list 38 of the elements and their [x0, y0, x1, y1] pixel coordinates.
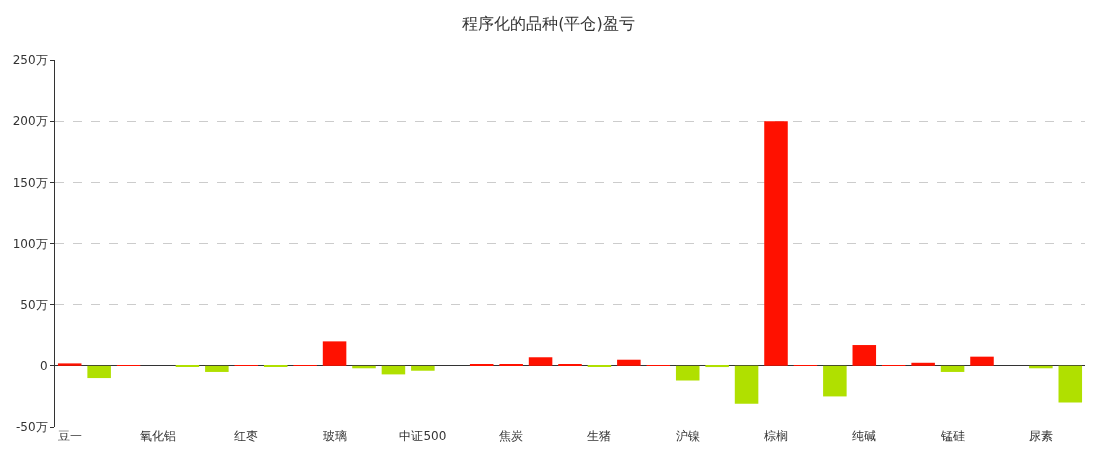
bar	[381, 365, 406, 375]
y-tick-label: -50万	[15, 420, 48, 435]
bar	[705, 365, 729, 368]
x-tick-label: 中证500	[399, 429, 447, 443]
bar	[764, 121, 788, 366]
bar	[57, 363, 82, 366]
y-tick-label: 150万	[12, 175, 48, 190]
x-tick-label: 玻璃	[322, 429, 347, 443]
bar	[734, 365, 759, 404]
x-tick-label: 生猪	[587, 429, 612, 443]
chart-title: 程序化的品种(平仓)盈亏	[462, 14, 635, 34]
y-tick-label: 50万	[20, 297, 48, 312]
bar	[970, 356, 994, 366]
x-tick-label: 尿素	[1028, 429, 1053, 443]
x-tick-label: 豆一	[57, 429, 82, 443]
bar	[1058, 365, 1083, 403]
bar	[205, 365, 229, 372]
bar	[322, 341, 347, 366]
x-tick-label: 氧化铝	[140, 429, 176, 443]
x-tick-label: 红枣	[234, 429, 259, 443]
bar	[940, 365, 965, 372]
bar	[852, 345, 877, 366]
y-tick-label: 0	[39, 359, 48, 374]
bar	[823, 365, 847, 397]
x-tick-label: 沪镍	[675, 429, 700, 443]
x-tick-label: 棕榈	[764, 429, 788, 443]
x-tick-label: 锰硅	[939, 429, 965, 443]
x-tick-label: 焦炭	[499, 429, 524, 443]
bar	[528, 357, 553, 366]
bar	[675, 365, 700, 381]
y-tick-label: 250万	[12, 53, 48, 68]
y-tick-label: 100万	[12, 236, 48, 251]
bar	[617, 359, 641, 366]
y-tick-label: 200万	[12, 114, 48, 129]
bar	[411, 365, 435, 371]
x-tick-label: 纯碱	[852, 429, 877, 443]
bar	[911, 362, 935, 366]
bar	[87, 365, 111, 379]
